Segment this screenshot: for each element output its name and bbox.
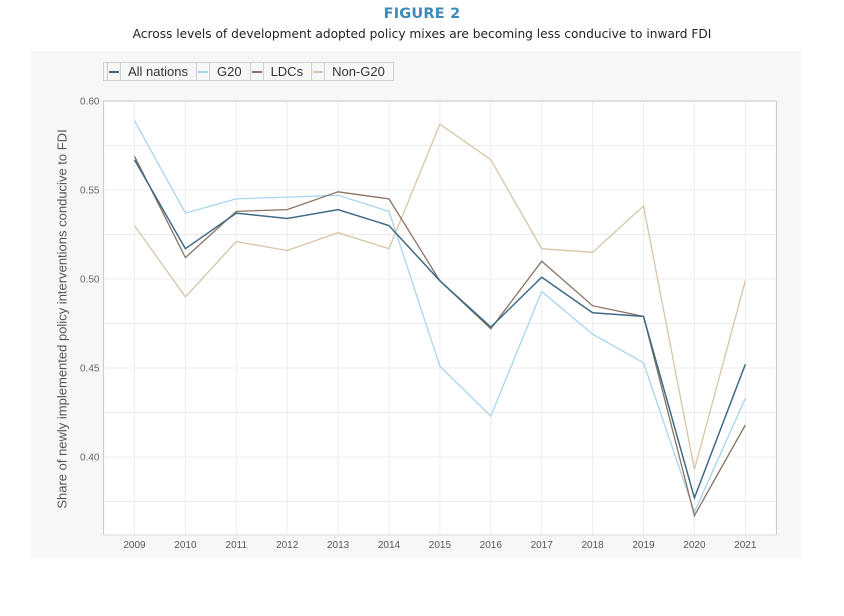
legend-swatch-g20 [195, 63, 210, 80]
x-tick-label: 2019 [632, 540, 655, 551]
legend-label: All nations [128, 64, 188, 79]
x-tick-label: 2018 [581, 540, 604, 551]
legend-swatch-all-nations [107, 63, 121, 80]
y-tick-label: 0.40 [80, 453, 100, 464]
x-tick-label: 2015 [429, 540, 452, 551]
series-line-g20 [133, 120, 746, 514]
x-tick-label: 2017 [531, 540, 554, 551]
legend-swatch-ldcs [249, 63, 264, 80]
x-tick-label: 2012 [276, 540, 299, 551]
legend: All nations G20 LDCs Non-G20 [103, 62, 394, 81]
y-tick-label: 0.55 [80, 186, 100, 197]
x-tick-label: 2020 [683, 540, 706, 551]
x-tick-label: 2021 [734, 540, 757, 551]
legend-item-non-g20[interactable]: Non-G20 [311, 63, 393, 80]
legend-label: G20 [216, 64, 242, 79]
y-tick-label: 0.60 [80, 97, 100, 108]
legend-label: Non-G20 [332, 64, 385, 79]
legend-swatch-non-g20 [311, 63, 326, 80]
x-tick-label: 2014 [378, 540, 401, 551]
y-tick-label: 0.50 [80, 275, 100, 286]
legend-item-all-nations[interactable]: All nations [104, 63, 196, 80]
x-tick-label: 2009 [123, 540, 146, 551]
x-tick-label: 2011 [226, 540, 248, 551]
x-tick-label: 2010 [174, 540, 197, 551]
figure-subtitle: Across levels of development adopted pol… [132, 27, 712, 41]
legend-item-ldcs[interactable]: LDCs [249, 63, 312, 80]
series-line-non-g20 [133, 123, 746, 470]
x-tick-label: 2016 [480, 540, 503, 551]
y-tick-label: 0.45 [80, 364, 100, 375]
legend-label: LDCs [270, 64, 304, 79]
figure-label: FIGURE 2 [383, 6, 461, 22]
x-tick-label: 2013 [327, 540, 350, 551]
series-line-all-nations [133, 159, 747, 501]
legend-item-g20[interactable]: G20 [195, 63, 250, 80]
